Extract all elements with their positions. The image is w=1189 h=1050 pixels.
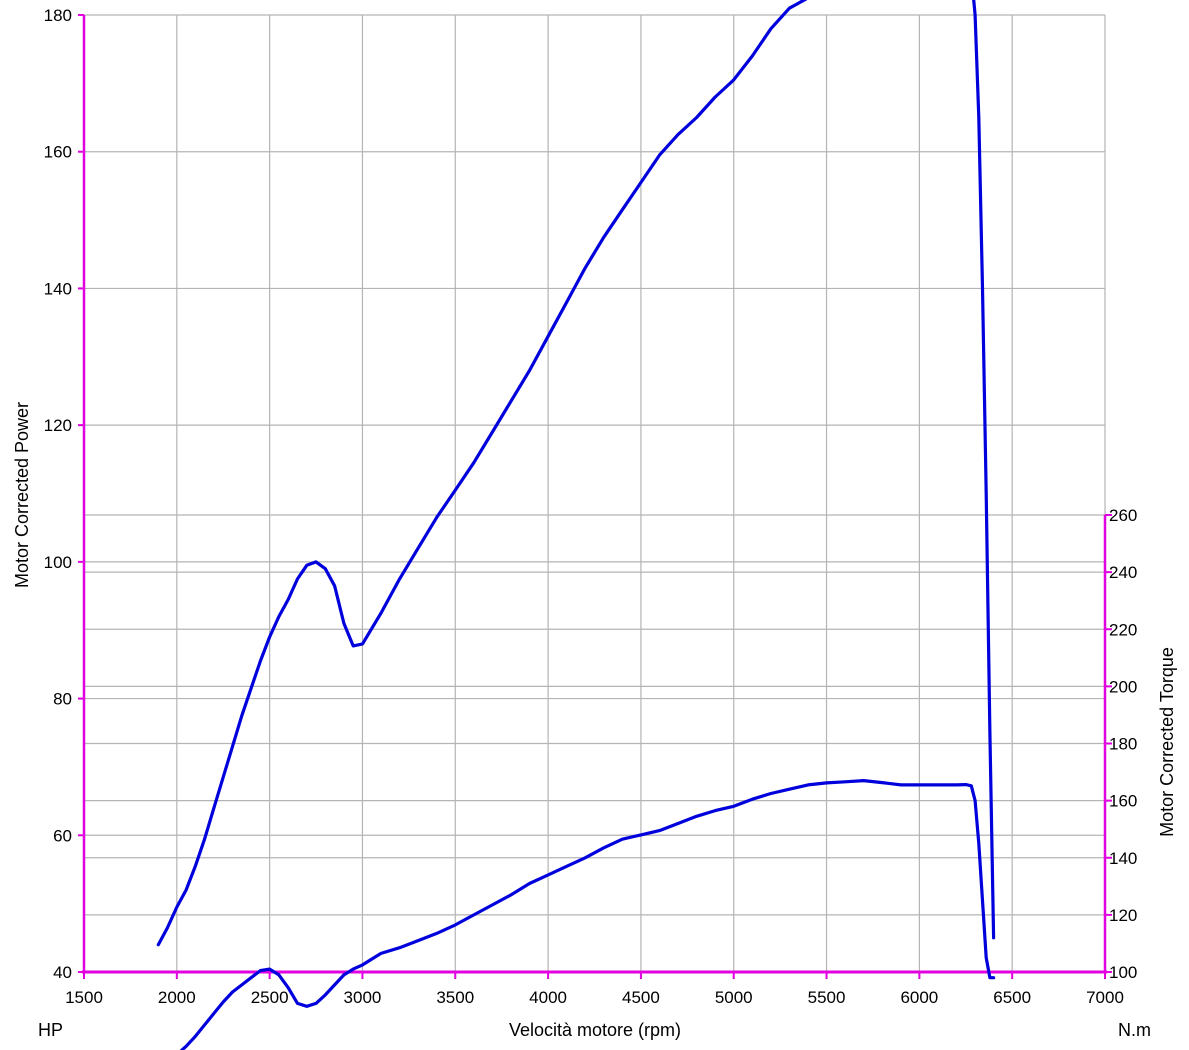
- right-y-tick-label: 120: [1109, 906, 1137, 925]
- right-y-tick-label: 100: [1109, 963, 1137, 982]
- data-series: [156, 0, 996, 1050]
- right-y-tick-label: 240: [1109, 563, 1137, 582]
- x-tick-label: 4000: [529, 988, 567, 1007]
- left-y-tick-label: 120: [44, 416, 72, 435]
- x-tick-label: 3000: [344, 988, 382, 1007]
- right-y-tick-label: 200: [1109, 677, 1137, 696]
- left-y-tick-label: 100: [44, 553, 72, 572]
- x-tick-label: 4500: [622, 988, 660, 1007]
- x-tick-label: 5500: [808, 988, 846, 1007]
- left-y-tick-label: 180: [44, 6, 72, 25]
- power-curve-line: [179, 778, 996, 1050]
- right-unit-label: N.m: [1118, 1020, 1151, 1040]
- x-tick-label: 7000: [1086, 988, 1124, 1007]
- right-y-tick-label: 220: [1109, 620, 1137, 639]
- x-tick-label: 6000: [900, 988, 938, 1007]
- right-y-axis-ticks: 100 120 140 160 180 200 220 240 260: [1105, 506, 1137, 982]
- right-y-tick-label: 160: [1109, 792, 1137, 811]
- left-y-tick-label: 140: [44, 279, 72, 298]
- left-y-tick-label: 60: [53, 826, 72, 845]
- grid-lines: [84, 14, 1106, 972]
- right-y-tick-label: 180: [1109, 735, 1137, 754]
- torque-curve-line: [156, 0, 996, 947]
- x-tick-label: 3500: [436, 988, 474, 1007]
- right-y-axis-title: Motor Corrected Torque: [1157, 647, 1177, 837]
- right-y-tick-label: 260: [1109, 506, 1137, 525]
- x-tick-label: 6500: [993, 988, 1031, 1007]
- x-axis-title: Velocità motore (rpm): [509, 1020, 681, 1040]
- x-tick-label: 1500: [65, 988, 103, 1007]
- x-tick-label: 2500: [251, 988, 289, 1007]
- left-y-tick-label: 160: [44, 143, 72, 162]
- left-y-tick-label: 40: [53, 963, 72, 982]
- x-axis-ticks: 1500 2000 2500 3000 3500 4000 4500 5000 5500 6000…: [65, 972, 1124, 1007]
- x-tick-label: 5000: [715, 988, 753, 1007]
- right-y-tick-label: 140: [1109, 849, 1137, 868]
- axes: [82, 15, 1107, 974]
- left-y-axis-title: Motor Corrected Power: [12, 402, 32, 588]
- left-y-axis-ticks: 40 60 80 100 120 140 160 180: [44, 6, 84, 982]
- x-tick-label: 2000: [158, 988, 196, 1007]
- left-y-tick-label: 80: [53, 690, 72, 709]
- left-unit-label: HP: [38, 1020, 63, 1040]
